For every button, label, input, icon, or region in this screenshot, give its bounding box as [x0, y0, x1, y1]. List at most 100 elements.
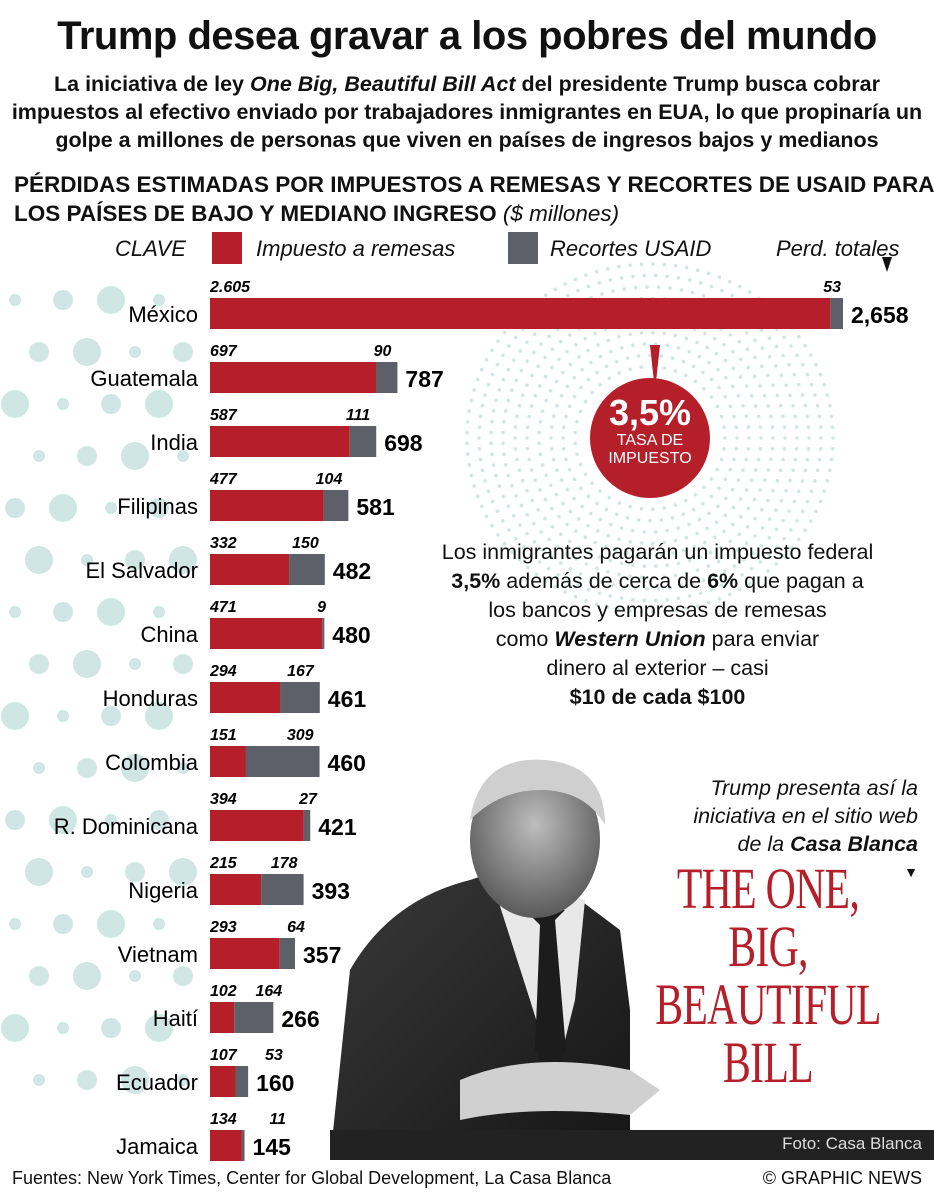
- background-dot: [805, 414, 810, 419]
- background-dot: [809, 489, 814, 494]
- presentation-line: Trump presenta así la: [710, 776, 918, 800]
- remittance-value-label: 471: [209, 599, 237, 616]
- background-dot: [465, 430, 469, 435]
- background-dot: [693, 492, 698, 497]
- background-dot: [556, 573, 560, 577]
- background-dot: [502, 330, 507, 335]
- trump-photo: [330, 750, 934, 1160]
- background-dot: [693, 379, 698, 384]
- background-dot: [506, 504, 510, 509]
- background-dot: [670, 516, 675, 520]
- background-dot: [684, 373, 688, 378]
- background-dot: [708, 550, 713, 555]
- background-dot: [472, 484, 476, 488]
- background-dot: [559, 393, 564, 398]
- background-dot: [525, 531, 529, 536]
- background-dot: [825, 393, 830, 397]
- total-value-label: 2,658: [851, 302, 909, 328]
- background-dot: [517, 558, 522, 562]
- subtitle-text: La iniciativa de ley: [54, 72, 250, 96]
- background-dot: [53, 602, 73, 622]
- background-dot: [605, 605, 610, 609]
- background-dot: [472, 388, 476, 392]
- background-dot: [747, 582, 752, 586]
- background-dot: [830, 425, 835, 429]
- background-dot: [782, 335, 787, 340]
- background-dot: [653, 564, 658, 568]
- usaid-value-label: 90: [374, 343, 392, 360]
- background-dot: [759, 543, 764, 548]
- bar-usaid: [289, 554, 325, 585]
- background-dot: [817, 414, 822, 419]
- background-dot: [684, 606, 689, 611]
- subtitle-text-end: del presidente Trump busca cobrar impues…: [11, 72, 923, 152]
- background-dot: [619, 276, 624, 280]
- background-dot: [554, 379, 559, 384]
- background-dot: [740, 573, 744, 577]
- callout-pointer: [650, 345, 660, 382]
- tax-rate-label-1: TASA DE: [616, 432, 684, 449]
- background-dot: [573, 277, 578, 282]
- background-dot: [639, 365, 644, 370]
- background-dot: [767, 552, 771, 557]
- background-dot: [608, 594, 613, 598]
- background-dot: [506, 398, 511, 403]
- background-dot: [684, 535, 689, 540]
- background-dot: [510, 550, 514, 554]
- background-dot: [595, 370, 599, 375]
- background-dot: [681, 359, 686, 364]
- usaid-value-label: 11: [269, 1111, 286, 1128]
- background-dot: [9, 606, 21, 618]
- background-dot: [598, 489, 602, 493]
- background-dot: [636, 354, 641, 358]
- background-dot: [529, 404, 534, 408]
- background-dot: [731, 366, 736, 371]
- background-dot: [149, 498, 169, 518]
- background-dot: [679, 288, 684, 292]
- background-dot: [479, 504, 484, 509]
- background-dot: [767, 517, 772, 522]
- remittance-value-label: 107: [210, 1047, 238, 1064]
- bar-remittance: [210, 810, 304, 841]
- background-dot: [121, 754, 149, 782]
- background-dot: [519, 503, 524, 508]
- background-dot: [578, 462, 583, 467]
- background-dot: [676, 561, 681, 566]
- background-dot: [173, 342, 193, 362]
- background-dot: [668, 586, 672, 590]
- background-dot: [101, 394, 121, 414]
- background-dot: [129, 970, 141, 982]
- presentation-line: iniciativa en el sitio web: [693, 804, 918, 828]
- background-dot: [817, 457, 822, 462]
- background-dot: [465, 452, 470, 456]
- background-dot: [529, 468, 534, 472]
- background-dot: [662, 331, 667, 336]
- background-dot: [573, 441, 578, 446]
- background-dot: [97, 910, 125, 938]
- usaid-value-label: 27: [298, 791, 318, 808]
- background-dot: [702, 485, 706, 490]
- background-dot: [617, 264, 621, 269]
- bar-usaid: [830, 298, 843, 329]
- background-dot: [732, 414, 736, 419]
- background-dot: [593, 331, 597, 336]
- background-dot: [814, 509, 818, 514]
- background-dot: [665, 563, 669, 568]
- background-dot: [590, 390, 594, 395]
- total-value-label: 482: [333, 558, 371, 584]
- background-dot: [730, 487, 735, 492]
- background-dot: [579, 486, 583, 491]
- background-dot: [577, 517, 581, 521]
- background-dot: [723, 477, 728, 482]
- background-dot: [551, 414, 556, 419]
- background-dot: [73, 338, 101, 366]
- background-dot: [813, 479, 817, 483]
- background-dot: [105, 502, 117, 514]
- background-dot: [525, 489, 529, 493]
- background-dot: [779, 373, 784, 378]
- background-dot: [617, 607, 621, 612]
- background-dot: [653, 273, 658, 278]
- background-dot: [507, 528, 511, 532]
- background-dot: [547, 537, 551, 542]
